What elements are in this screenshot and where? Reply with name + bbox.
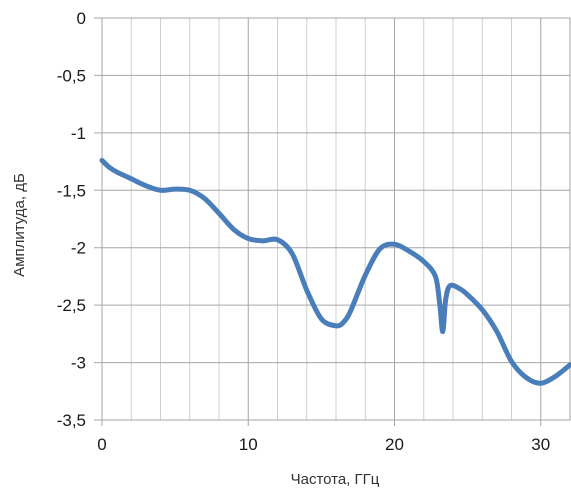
series-group xyxy=(99,157,571,386)
x-axis-title: Частота, ГГц xyxy=(291,471,380,488)
plot-area-border xyxy=(101,17,571,421)
y-tick-labels: 0 -0,5 -1 -1,5 -2 -2,5 -3 -3,5 xyxy=(57,9,86,430)
y-tick-label: -1 xyxy=(71,124,86,143)
y-tick-label: 0 xyxy=(77,9,86,28)
y-tick-label: -3,5 xyxy=(57,411,86,430)
x-tick-label: 10 xyxy=(239,435,258,454)
y-tick-label: -2 xyxy=(71,239,86,258)
grid xyxy=(94,17,571,426)
y-axis-title: Амплитуда, дБ xyxy=(11,173,28,277)
series-line-0 xyxy=(99,157,571,386)
x-tick-label: 30 xyxy=(531,435,550,454)
x-tick-label: 0 xyxy=(97,435,106,454)
y-tick-label: -1,5 xyxy=(57,181,86,200)
y-tick-label: -2,5 xyxy=(57,296,86,315)
plot-frame xyxy=(101,17,571,421)
x-tick-label: 20 xyxy=(385,435,404,454)
y-tick-label: -3 xyxy=(71,354,86,373)
y-tick-label: -0,5 xyxy=(57,66,86,85)
x-tick-labels: 0 10 20 30 xyxy=(97,435,550,454)
